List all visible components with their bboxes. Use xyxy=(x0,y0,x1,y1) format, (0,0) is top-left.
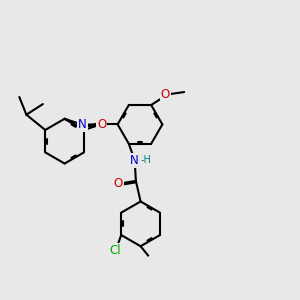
Text: O: O xyxy=(161,88,170,101)
Text: N: N xyxy=(78,118,87,131)
Text: O: O xyxy=(97,118,106,130)
Text: -H: -H xyxy=(141,155,152,165)
Text: O: O xyxy=(114,177,123,190)
Text: N: N xyxy=(130,154,139,167)
Text: Cl: Cl xyxy=(110,244,121,257)
